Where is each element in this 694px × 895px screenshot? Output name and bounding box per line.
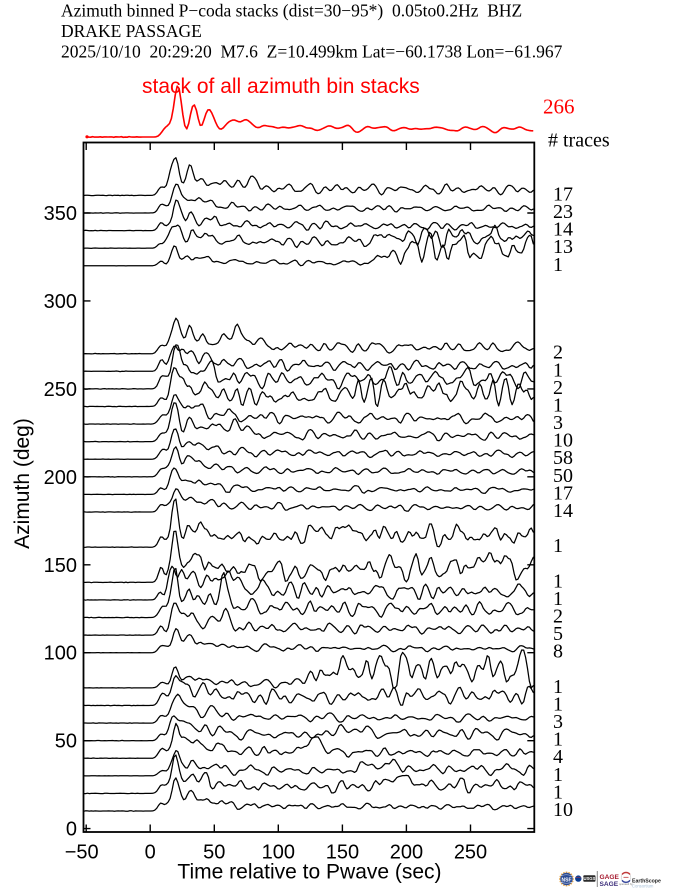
svg-text:1: 1	[553, 781, 563, 803]
svg-text:150: 150	[326, 842, 359, 864]
svg-text:5: 5	[553, 623, 563, 645]
svg-text:2025/10/10 20:29:20 M7.6 Z=: 2025/10/10 20:29:20 M7.6 Z=10.499km Lat=…	[61, 42, 563, 62]
svg-text:200: 200	[390, 842, 423, 864]
svg-text:17: 17	[553, 482, 573, 504]
svg-text:266: 266	[543, 95, 575, 119]
svg-text:0: 0	[145, 842, 156, 864]
svg-text:100: 100	[262, 842, 295, 864]
svg-text:DRAKE PASSAGE: DRAKE PASSAGE	[61, 21, 202, 41]
svg-text:−50: −50	[65, 842, 99, 864]
svg-text:50: 50	[203, 842, 225, 864]
svg-text:50: 50	[55, 731, 77, 753]
svg-text:14: 14	[553, 500, 573, 522]
svg-text:1: 1	[553, 676, 563, 698]
svg-text:350: 350	[44, 203, 77, 225]
svg-text:250: 250	[44, 379, 77, 401]
svg-text:4: 4	[553, 746, 563, 768]
svg-text:1: 1	[553, 570, 563, 592]
svg-text:Azimuth (deg): Azimuth (deg)	[11, 418, 34, 549]
svg-text:1: 1	[553, 535, 563, 557]
svg-text:58: 58	[553, 447, 573, 469]
svg-text:17: 17	[553, 183, 573, 205]
svg-text:10: 10	[553, 430, 573, 452]
svg-text:150: 150	[44, 555, 77, 577]
svg-text:Consortium: Consortium	[632, 884, 654, 889]
svg-text:SAGE: SAGE	[600, 881, 619, 888]
svg-text:1: 1	[553, 729, 563, 751]
svg-text:3: 3	[553, 412, 563, 434]
svg-text:USGS: USGS	[583, 876, 595, 881]
svg-text:1: 1	[553, 764, 563, 786]
svg-text:Azimuth binned P−coda stacks (: Azimuth binned P−coda stacks (dist=30−95…	[61, 1, 522, 21]
svg-text:200: 200	[44, 467, 77, 489]
svg-text:8: 8	[553, 641, 563, 663]
svg-text:2: 2	[553, 606, 563, 628]
svg-text:operated by: operated by	[619, 882, 633, 886]
svg-text:250: 250	[454, 842, 487, 864]
svg-text:2: 2	[553, 342, 563, 364]
svg-text:23: 23	[553, 201, 573, 223]
svg-text:10: 10	[553, 799, 573, 821]
svg-text:300: 300	[44, 291, 77, 313]
svg-text:50: 50	[553, 465, 573, 487]
svg-text:Time relative to Pwave (sec): Time relative to Pwave (sec)	[177, 861, 441, 884]
svg-text:14: 14	[553, 219, 573, 241]
svg-text:# traces: # traces	[548, 129, 610, 151]
svg-text:13: 13	[553, 236, 573, 258]
svg-text:0: 0	[66, 819, 77, 841]
svg-text:3: 3	[553, 711, 563, 733]
svg-text:1: 1	[553, 694, 563, 716]
svg-text:1: 1	[553, 588, 563, 610]
svg-text:100: 100	[44, 643, 77, 665]
svg-text:EarthScope: EarthScope	[632, 879, 661, 885]
svg-text:1: 1	[553, 359, 563, 381]
svg-text:GAGE: GAGE	[600, 874, 620, 881]
svg-text:stack of all azimuth bin stack: stack of all azimuth bin stacks	[142, 75, 420, 98]
svg-text:NSF: NSF	[562, 877, 572, 883]
svg-text:1: 1	[553, 395, 563, 417]
svg-text:2: 2	[553, 377, 563, 399]
svg-text:1: 1	[553, 254, 563, 276]
